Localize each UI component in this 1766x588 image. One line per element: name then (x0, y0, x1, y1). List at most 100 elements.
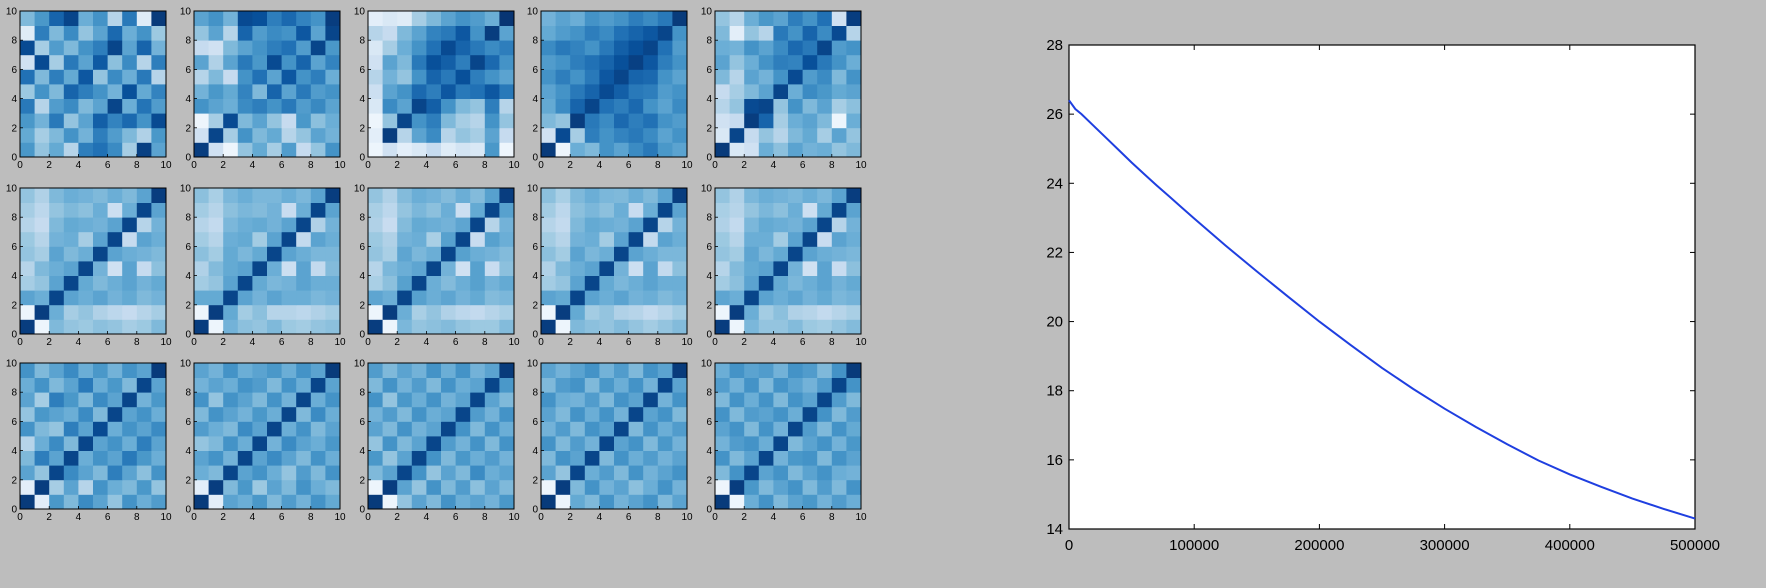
heatmap-cell (672, 479, 688, 495)
heatmap-cell (846, 246, 862, 262)
heatmap-cell (325, 377, 341, 393)
heatmap-cell (411, 479, 427, 495)
heatmap-cell (614, 406, 629, 422)
heatmap-cell (643, 231, 659, 247)
heatmap-cell (846, 465, 862, 481)
heatmap-cell (151, 377, 167, 393)
heatmap-cell (136, 202, 152, 218)
heatmap-cell (715, 98, 730, 114)
heatmap-cell (672, 40, 688, 56)
heatmap-cell (208, 11, 224, 26)
heatmap-cell (672, 261, 688, 276)
heatmap-cell (657, 113, 673, 129)
x-tick-label: 4 (597, 337, 603, 348)
heatmap-cell (194, 377, 209, 393)
heatmap-cell (397, 450, 413, 466)
heatmap-cell (744, 127, 760, 143)
heatmap-cell (729, 142, 745, 158)
x-tick-label: 6 (105, 337, 111, 348)
heatmap-cell (599, 436, 615, 451)
heatmap-cell (643, 127, 659, 143)
heatmap-cell (744, 363, 760, 378)
heatmap-cell (657, 246, 673, 262)
heatmap-cell (484, 231, 500, 247)
heatmap-cell (584, 421, 600, 437)
heatmap-cell (237, 98, 253, 114)
heatmap-cell (267, 479, 282, 495)
heatmap-cell (614, 465, 629, 481)
heatmap-cell (729, 377, 745, 393)
heatmap-cell (310, 261, 326, 276)
heatmap-cell (441, 40, 456, 56)
heatmap-cell (151, 261, 167, 276)
heatmap-cell (252, 392, 268, 408)
heatmap-cell (136, 304, 152, 320)
x-tick-label: 300000 (1420, 537, 1470, 554)
heatmap-cell (541, 127, 556, 143)
heatmap-cell (773, 319, 789, 335)
heatmap-cell (715, 231, 730, 247)
heatmap-cell (223, 392, 239, 408)
heatmap-cell (34, 84, 50, 99)
heatmap-cell (599, 465, 615, 481)
heatmap-cell (237, 113, 253, 129)
heatmap-cell (78, 406, 94, 422)
heatmap-cell (136, 436, 152, 451)
y-tick-label: 10 (180, 184, 192, 195)
heatmap-cell (555, 231, 571, 247)
x-tick-label: 6 (279, 337, 285, 348)
heatmap-cell (817, 261, 833, 276)
heatmap-cell (657, 188, 673, 203)
heatmap-cell (628, 275, 644, 291)
heatmap-cell (628, 113, 644, 129)
heatmap-cell (426, 363, 442, 378)
heatmap-cell (63, 261, 79, 276)
x-tick-label: 400000 (1545, 537, 1595, 554)
heatmap-cell (252, 290, 268, 306)
panel-frame (367, 362, 515, 510)
x-tick-label: 6 (453, 160, 459, 171)
heatmap-cell (817, 40, 833, 56)
heatmap-cell (382, 304, 398, 320)
heatmap-cell (470, 450, 486, 466)
panel-frame (19, 362, 167, 510)
heatmap-cell (122, 392, 138, 408)
y-tick-label: 2 (11, 123, 17, 134)
heatmap-cell (237, 84, 253, 99)
heatmap-cell (325, 127, 341, 143)
heatmap-cell (136, 450, 152, 466)
heatmap-cell (426, 421, 442, 437)
heatmap-cell (93, 231, 108, 247)
heatmap-cell (541, 465, 556, 481)
heatmap-cell (758, 290, 774, 306)
heatmap-cell (614, 319, 629, 335)
heatmap-cell (643, 406, 659, 422)
heatmap-cell (107, 40, 123, 56)
heatmap-cell (397, 113, 413, 129)
x-tick-label: 10 (160, 337, 172, 348)
heatmap-cell (541, 84, 556, 99)
heatmap-cell (657, 142, 673, 158)
heatmap-cell (470, 217, 486, 233)
heatmap-cell (657, 406, 673, 422)
heatmap-cell (151, 275, 167, 291)
x-tick-label: 6 (800, 337, 806, 348)
heatmap-cell (555, 319, 571, 335)
heatmap-cell (788, 217, 803, 233)
heatmap-cell (382, 188, 398, 203)
heatmap-cell (382, 392, 398, 408)
heatmap-cell (441, 406, 456, 422)
heatmap-cell (614, 127, 629, 143)
heatmap-cell (223, 25, 239, 41)
y-tick-label: 0 (532, 505, 538, 516)
y-tick-label: 10 (180, 359, 192, 370)
heatmap-cell (397, 25, 413, 41)
heatmap-cell (628, 246, 644, 262)
heatmap-cell (20, 98, 35, 114)
heatmap-cell (628, 11, 644, 26)
heatmap-cell (672, 290, 688, 306)
heatmap-cell (296, 202, 312, 218)
heatmap-cell (281, 127, 297, 143)
heatmap-cell (296, 11, 312, 26)
heatmap-cell (267, 450, 282, 466)
